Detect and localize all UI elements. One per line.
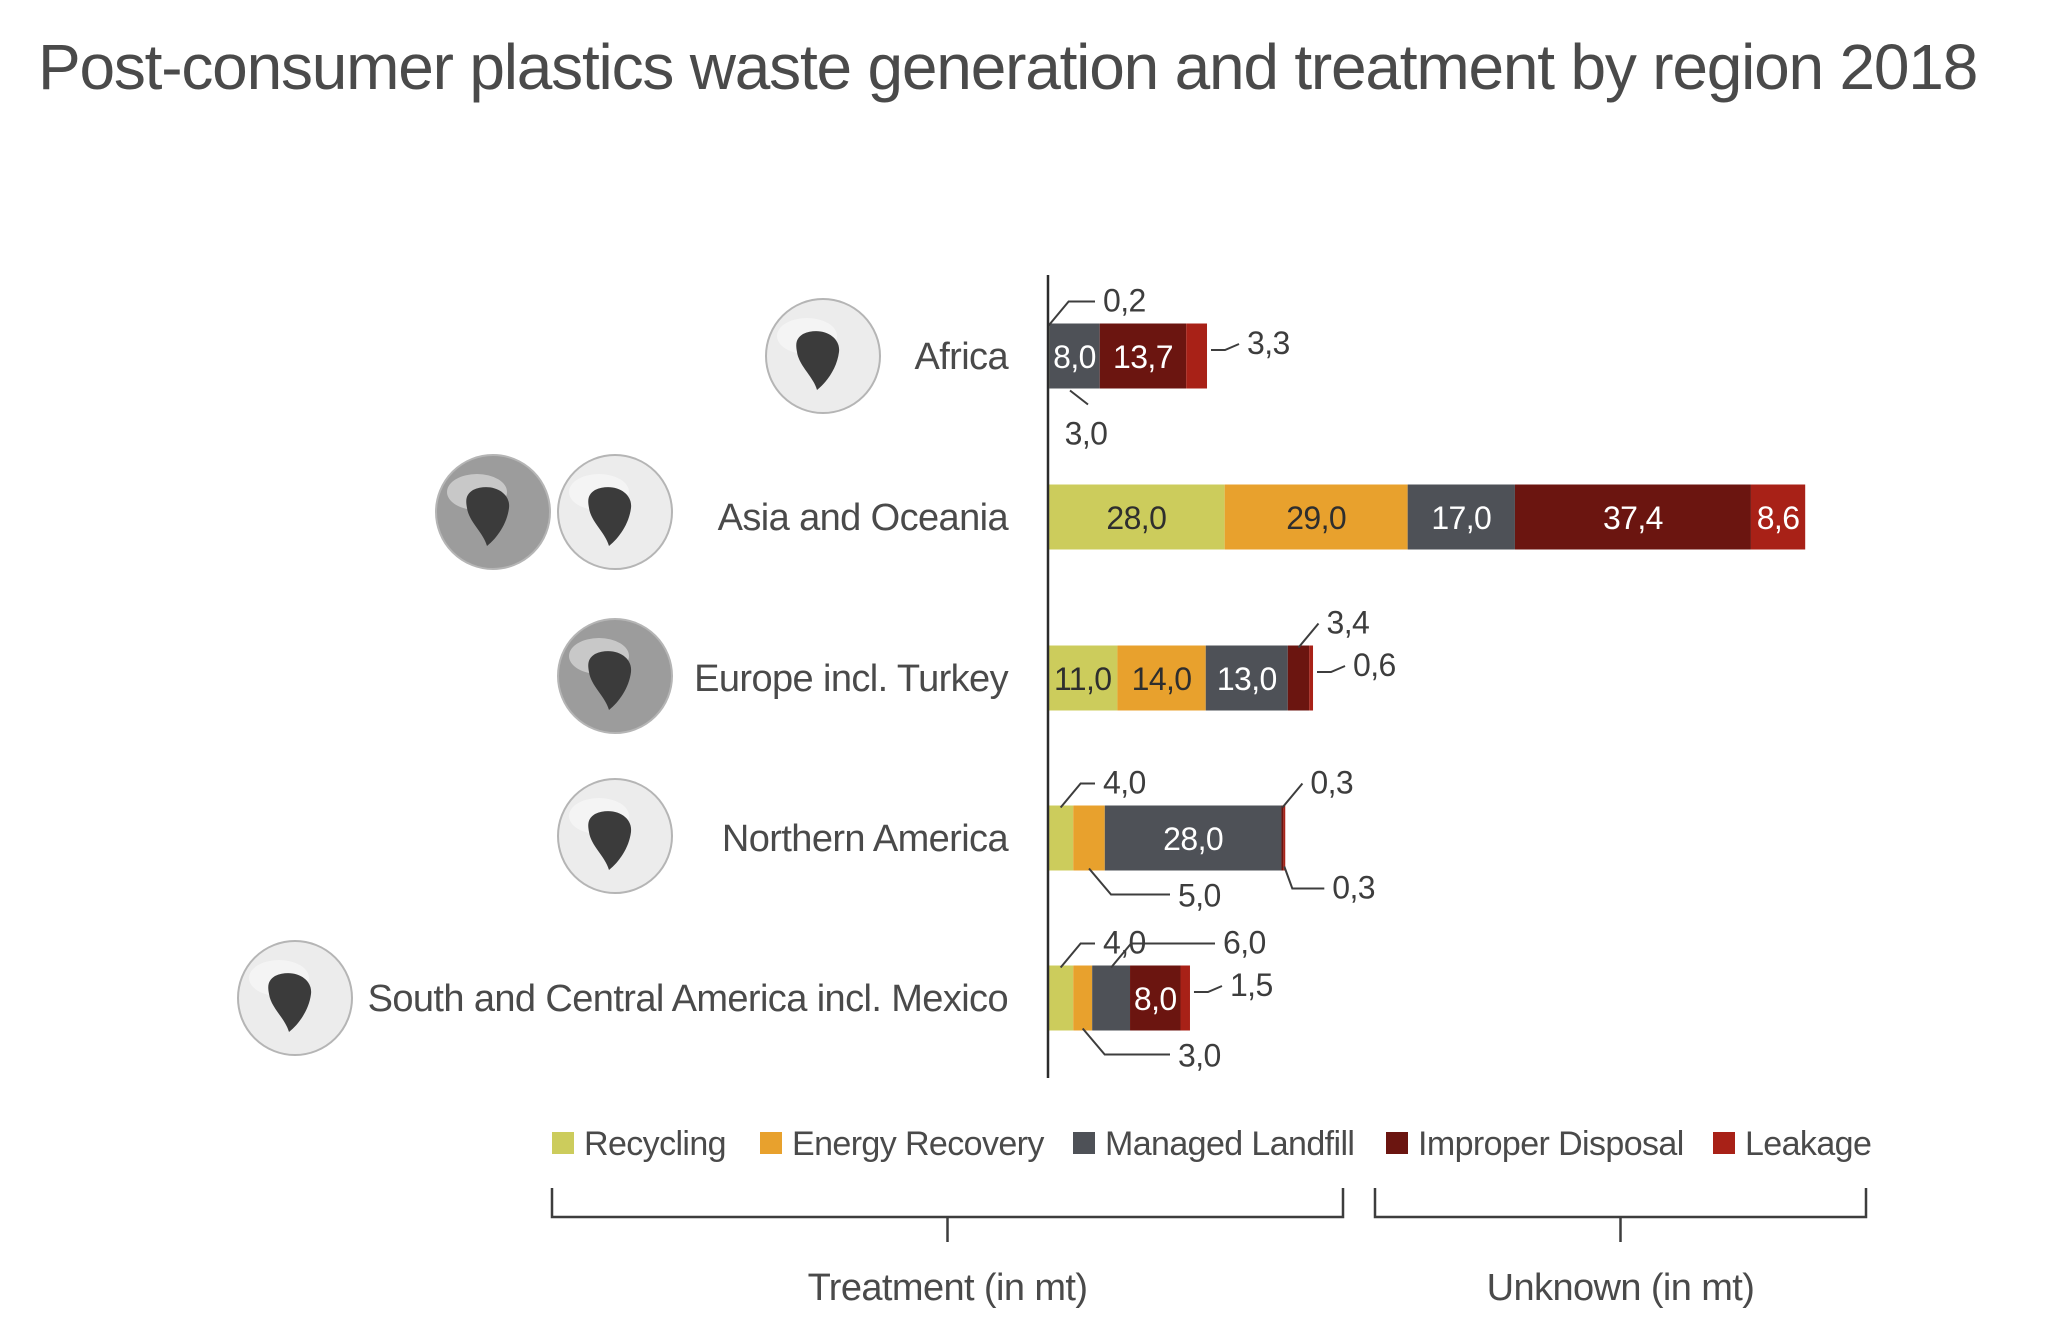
leader-line <box>1317 665 1346 673</box>
leader-line <box>1283 866 1325 890</box>
data-label: 28,0 <box>1106 500 1166 536</box>
data-label: 3,0 <box>1065 416 1108 452</box>
oceania-globe-icon <box>557 454 673 570</box>
legend-label: Managed Landfill <box>1105 1125 1354 1163</box>
bar-improper-disposal <box>1514 484 1751 550</box>
leader-line <box>1088 867 1170 896</box>
africa-globe-icon <box>765 298 881 414</box>
data-label: 4,0 <box>1103 765 1146 801</box>
data-labels: 8,0 13,7 3,3 0,2 28,0 29,0 17,0 37,4 8,6 11,0 14,0… <box>1047 283 1800 1074</box>
category-label: South and Central America incl. Mexico <box>368 978 1008 1020</box>
data-label: 13,0 <box>1217 661 1277 697</box>
legend-item: Leakage <box>1713 1125 1872 1163</box>
legend-swatch <box>552 1132 574 1154</box>
chart-title: Post-consumer plastics waste generation … <box>38 31 1978 103</box>
data-label: 0,2 <box>1103 283 1146 319</box>
data-label: 6,0 <box>1223 925 1266 961</box>
bar-energy-recovery <box>1117 645 1206 711</box>
north-america-globe-icon <box>557 778 673 894</box>
leader-line <box>1081 1027 1170 1056</box>
data-label: 13,7 <box>1113 339 1173 375</box>
data-label: 3,4 <box>1327 605 1370 641</box>
category-label: Asia and Oceania <box>718 497 1010 539</box>
legend-label: Leakage <box>1745 1125 1871 1163</box>
bar-managed-landfill <box>1104 805 1282 871</box>
data-label: 8,0 <box>1134 981 1177 1017</box>
legend-groups: Treatment (in mt) Unknown (in mt) <box>550 1188 1868 1309</box>
bar-leakage <box>1309 645 1314 711</box>
bars <box>1048 323 1806 1031</box>
legend-label: Energy Recovery <box>792 1125 1044 1163</box>
leader-line <box>1069 389 1089 406</box>
bar-managed-landfill <box>1049 323 1100 389</box>
legend-swatch <box>760 1132 782 1154</box>
globe-icons <box>237 298 881 1056</box>
legend-swatch <box>1713 1132 1735 1154</box>
bar-managed-landfill <box>1205 645 1288 711</box>
leader-line <box>1281 782 1304 809</box>
bar-managed-landfill <box>1092 965 1131 1031</box>
data-label: 0,3 <box>1310 765 1353 801</box>
bar-leakage <box>1283 805 1286 871</box>
group-bracket <box>1373 1188 1868 1219</box>
legend-item: Energy Recovery <box>760 1125 1045 1163</box>
data-label: 29,0 <box>1286 500 1346 536</box>
data-label: 8,6 <box>1757 500 1800 536</box>
bar-energy-recovery <box>1224 484 1408 550</box>
bar-improper-disposal <box>1099 323 1187 389</box>
data-label: 1,5 <box>1230 967 1273 1003</box>
legend-label: Recycling <box>584 1125 726 1163</box>
data-label: 3,0 <box>1178 1038 1221 1074</box>
legend-swatch <box>1386 1132 1408 1154</box>
bar-energy-recovery <box>1073 965 1093 1031</box>
data-label: 3,3 <box>1247 325 1290 361</box>
bar-recycling <box>1048 965 1074 1031</box>
bar-improper-disposal <box>1281 805 1284 871</box>
leader-line <box>1193 985 1223 993</box>
bar-energy-recovery <box>1073 805 1105 871</box>
data-label: 17,0 <box>1431 500 1491 536</box>
leader-line <box>1110 942 1215 969</box>
data-label: 0,3 <box>1332 870 1375 906</box>
bar-managed-landfill <box>1407 484 1515 550</box>
legend-swatch <box>1073 1132 1095 1154</box>
leader-line <box>1297 622 1320 649</box>
bar-recycling <box>1048 484 1225 550</box>
leader-line <box>1059 782 1095 809</box>
legend: Recycling Energy Recovery Managed Landfill… <box>552 1125 1872 1163</box>
data-label: 0,6 <box>1353 647 1396 683</box>
asia-globe-icon <box>435 454 551 570</box>
data-label: 14,0 <box>1132 661 1192 697</box>
leader-line <box>1059 942 1095 969</box>
leader-line <box>1047 300 1095 327</box>
legend-label: Improper Disposal <box>1418 1125 1684 1163</box>
bar-improper-disposal <box>1130 965 1181 1031</box>
legend-item: Managed Landfill <box>1073 1125 1355 1163</box>
group-bracket <box>550 1188 1345 1219</box>
bar-recycling <box>1048 805 1074 871</box>
category-label: Northern America <box>722 818 1010 860</box>
bar-leakage <box>1186 323 1208 389</box>
data-label: 8,0 <box>1053 339 1096 375</box>
south-america-globe-icon <box>237 940 353 1056</box>
data-label: 28,0 <box>1163 821 1223 857</box>
legend-item: Improper Disposal <box>1386 1125 1684 1163</box>
category-label: Europe incl. Turkey <box>694 658 1008 700</box>
bar-recycling <box>1048 645 1118 711</box>
bar-improper-disposal <box>1287 645 1310 711</box>
data-label: 5,0 <box>1178 878 1221 914</box>
legend-item: Recycling <box>552 1125 727 1163</box>
group-label: Unknown (in mt) <box>1487 1267 1755 1309</box>
europe-globe-icon <box>557 618 673 734</box>
data-label: 37,4 <box>1603 500 1663 536</box>
group-label: Treatment (in mt) <box>808 1267 1088 1309</box>
bar-leakage <box>1750 484 1806 550</box>
leader-line <box>1211 343 1240 351</box>
category-labels: Africa Asia and Oceania Europe incl. Turke… <box>368 336 1010 1020</box>
bar-leakage <box>1180 965 1190 1031</box>
data-label: 11,0 <box>1054 661 1112 697</box>
category-label: Africa <box>914 336 1009 378</box>
